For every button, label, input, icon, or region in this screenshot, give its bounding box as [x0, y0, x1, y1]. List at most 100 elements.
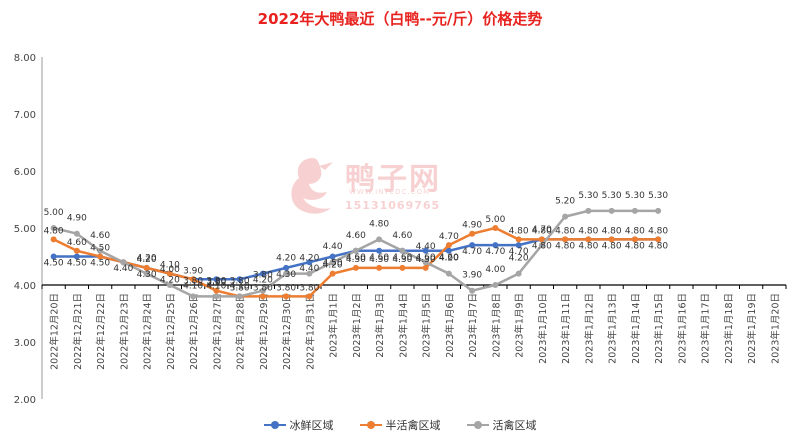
- data-point: [445, 247, 452, 254]
- data-label: 4.50: [90, 259, 110, 269]
- data-point: [50, 236, 57, 243]
- data-point: [631, 236, 638, 243]
- data-label: 4.60: [346, 231, 366, 241]
- x-tick-label: 2023年1月3日: [374, 293, 386, 358]
- axes: 2.00 3.00 4.00 5.00 6.00 7.00 8.00 2022年12月20日 2…: [14, 53, 787, 406]
- data-point: [492, 225, 499, 231]
- data-point: [190, 276, 197, 283]
- data-point: [50, 253, 57, 260]
- data-label: 4.50: [90, 244, 110, 254]
- data-label: 4.80: [532, 226, 552, 236]
- data-point: [329, 253, 336, 260]
- data-point: [259, 287, 266, 294]
- data-point: [120, 259, 127, 266]
- data-point: [190, 293, 197, 300]
- x-tick-label: 2022年12月25日: [165, 293, 177, 370]
- data-label: 4.20: [253, 276, 273, 286]
- x-tick-label: 2023年1月13日: [607, 293, 619, 364]
- data-label: 5.00: [485, 215, 505, 225]
- data-point: [376, 264, 383, 271]
- legend: 冰鲜区域 半活禽区域 活禽区域: [0, 417, 800, 433]
- data-label: 4.60: [392, 231, 412, 241]
- data-label: 4.50: [67, 259, 87, 269]
- x-tick-label: 2023年1月8日: [490, 293, 502, 358]
- data-label: 4.50: [44, 259, 64, 269]
- y-tick-label: 3.00: [14, 338, 36, 349]
- data-label: 4.40: [323, 242, 343, 252]
- data-label: 4.60: [369, 253, 389, 263]
- data-point: [73, 253, 80, 260]
- data-point: [329, 270, 336, 277]
- legend-label: 半活禽区域: [385, 419, 441, 432]
- data-label: 4.20: [323, 261, 343, 271]
- x-tick-label: 2023年1月12日: [583, 293, 595, 364]
- x-tick-label: 2022年12月30日: [281, 293, 293, 370]
- data-label: 4.30: [416, 255, 436, 265]
- data-point: [283, 293, 290, 300]
- data-point: [352, 264, 359, 271]
- x-tick-label: 2023年1月18日: [723, 293, 735, 364]
- data-point: [259, 270, 266, 277]
- data-point: [422, 264, 429, 271]
- data-point: [73, 247, 80, 254]
- data-point: [422, 247, 429, 254]
- data-label: 4.20: [439, 254, 459, 264]
- series-lines: [50, 207, 662, 300]
- y-tick-label: 5.00: [14, 224, 36, 235]
- data-label: 4.30: [369, 255, 389, 265]
- data-point: [73, 230, 80, 237]
- data-label: 4.80: [625, 226, 645, 236]
- data-label: 4.80: [648, 241, 668, 251]
- data-label: 4.80: [625, 241, 645, 251]
- data-point: [608, 236, 615, 243]
- data-point: [469, 287, 476, 294]
- data-point: [143, 270, 150, 277]
- legend-item-1: 冰鲜区域: [263, 417, 334, 433]
- x-tick-label: 2023年1月5日: [421, 293, 433, 358]
- data-label: 4.70: [532, 225, 552, 235]
- data-label: 3.80: [183, 276, 203, 286]
- legend-swatch: [263, 420, 286, 430]
- data-label: 5.30: [578, 191, 598, 201]
- x-tick-label: 2022年12月27日: [211, 293, 223, 370]
- x-tick-label: 2023年1月7日: [467, 293, 479, 358]
- data-label: 4.20: [160, 276, 180, 286]
- data-point: [538, 236, 545, 243]
- y-tick-label: 7.00: [14, 110, 36, 121]
- point-labels: 4.50 4.50 4.504.404.304.204.10 4.10 4.104.20…: [44, 191, 669, 294]
- data-label: 4.40: [299, 264, 319, 274]
- legend-item-2: 半活禽区域: [359, 417, 441, 433]
- data-point: [352, 247, 359, 254]
- data-label: 5.30: [648, 191, 668, 201]
- data-point: [213, 293, 220, 300]
- x-tick-label: 2023年1月19日: [746, 293, 758, 364]
- data-point: [236, 276, 243, 283]
- data-point: [445, 270, 452, 277]
- data-label: 4.10: [160, 261, 180, 271]
- x-tick-label: 2023年1月11日: [560, 293, 572, 364]
- x-tick-label: 2023年1月20日: [769, 293, 781, 364]
- data-label: 4.80: [509, 226, 529, 236]
- x-tick-label: 2022年12月24日: [142, 293, 154, 370]
- data-label: 4.10: [230, 281, 250, 291]
- data-label: 4.80: [44, 226, 64, 236]
- data-label: 4.40: [416, 242, 436, 252]
- legend-swatch: [359, 420, 382, 430]
- data-point: [585, 207, 592, 214]
- legend-item-3: 活禽区域: [466, 417, 537, 433]
- x-tick-label: 2023年1月1日: [328, 293, 340, 358]
- x-tick-label: 2023年1月6日: [444, 293, 456, 358]
- data-point: [562, 213, 569, 220]
- data-label: 4.50: [323, 259, 343, 269]
- data-label: 3.80: [253, 271, 273, 281]
- data-label: 4.30: [392, 255, 412, 265]
- x-tick-label: 2022年12月21日: [72, 293, 84, 370]
- data-label: 5.00: [44, 208, 64, 218]
- data-point: [515, 242, 522, 249]
- legend-label: 冰鲜区域: [289, 419, 334, 432]
- data-label: 3.80: [299, 283, 319, 293]
- data-point: [50, 225, 57, 231]
- data-point: [655, 236, 662, 243]
- data-point: [376, 236, 383, 243]
